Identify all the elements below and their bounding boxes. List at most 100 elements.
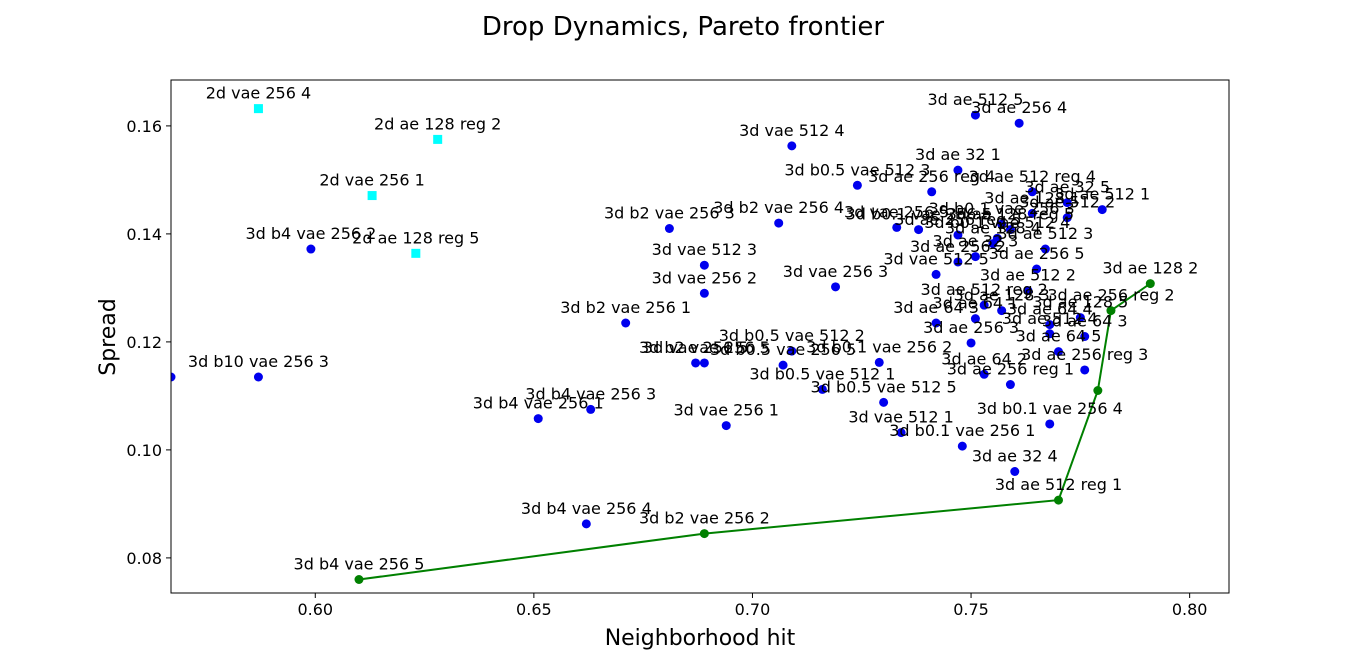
data-point-label: 3d b0.5 vae 512 2 xyxy=(719,326,865,345)
frontier-point xyxy=(1106,306,1116,316)
data-point-label: 3d ae 256 2 xyxy=(910,237,1006,256)
frontier-point xyxy=(1145,279,1155,289)
data-point xyxy=(1010,467,1020,476)
data-point xyxy=(664,224,674,233)
data-point xyxy=(979,369,989,379)
frontier-point-label: 3d ae 128 2 xyxy=(1102,259,1198,278)
data-point xyxy=(966,338,976,348)
frontier-point-label: 3d b2 vae 256 2 xyxy=(639,509,770,528)
data-point-label: 3d ae 256 reg 4 xyxy=(868,167,995,186)
x-tick-label: 0.60 xyxy=(297,600,333,619)
data-point xyxy=(1080,332,1090,341)
data-point xyxy=(699,358,709,368)
data-point-label: 3d ae 32 5 xyxy=(1024,178,1110,197)
data-point-label: 3d ae 512 3 xyxy=(997,224,1093,243)
plot-area xyxy=(171,104,1155,584)
data-point xyxy=(1097,205,1107,215)
data-point-label: 2d ae 128 reg 2 xyxy=(374,114,501,133)
y-tick-label: 0.08 xyxy=(126,549,162,568)
data-point xyxy=(1053,347,1063,357)
point-labels: 2d vae 256 4 2d ae 128 reg 2 2d vae 256 1 2… xyxy=(188,84,1198,574)
data-point xyxy=(691,358,701,368)
data-point xyxy=(253,372,263,382)
y-tick-label: 0.14 xyxy=(126,225,162,244)
data-point-label: 2d vae 256 4 xyxy=(206,84,311,103)
data-point xyxy=(1045,320,1055,330)
data-point xyxy=(699,260,709,270)
data-point xyxy=(988,239,998,249)
data-point xyxy=(1040,244,1050,254)
data-point xyxy=(171,372,176,382)
data-point-label: 3d ae 128 reg 5 xyxy=(947,205,1074,224)
data-point xyxy=(970,252,980,262)
data-point-label: 3d ae 256 reg 5 xyxy=(894,210,1021,229)
data-point xyxy=(979,300,989,310)
data-point xyxy=(774,218,784,228)
frontier-point-label: 3d b4 vae 256 5 xyxy=(294,555,425,574)
data-point-label: 3d ae 128 1 xyxy=(984,188,1080,207)
data-point xyxy=(1032,264,1042,274)
pareto-frontier-line xyxy=(358,282,1151,581)
x-tick-label: 0.80 xyxy=(1172,600,1208,619)
data-point-label: 3d ae 512 5 xyxy=(927,90,1023,109)
data-point-label: 3d ae 32 3 xyxy=(933,232,1019,251)
data-point xyxy=(787,141,797,151)
data-point xyxy=(914,225,924,235)
frontier-point-label: 3d ae 256 reg 2 xyxy=(1047,286,1174,305)
data-point xyxy=(892,222,902,232)
data-point xyxy=(306,244,316,254)
data-point-label: 2d vae 256 1 xyxy=(319,171,424,190)
data-point-label: 3d b0.5 vae 256 5 xyxy=(710,340,856,359)
plot-frame xyxy=(170,79,1230,594)
data-point-label: 3d b0.1 vae 256 2 xyxy=(806,337,952,356)
data-point-label: 3d vae 256 5 xyxy=(643,338,748,357)
data-point xyxy=(931,269,941,279)
data-point-label: 3d b0.1 vae 256 5 xyxy=(846,205,992,224)
x-tick-label: 0.70 xyxy=(735,600,771,619)
data-point-square xyxy=(367,191,377,201)
data-point-label: 3d b0.1 vae 256 1 xyxy=(889,421,1035,440)
data-point xyxy=(953,257,963,267)
data-point-label: 3d vae 256 1 xyxy=(674,401,779,420)
data-point xyxy=(879,397,889,407)
data-point-label: 3d ae 64 4 xyxy=(1007,300,1093,319)
data-point-label: 3d b10 vae 256 3 xyxy=(188,352,329,371)
data-point xyxy=(970,314,980,324)
x-tick-label: 0.75 xyxy=(953,600,989,619)
data-point xyxy=(1045,329,1055,339)
data-point xyxy=(1005,225,1015,235)
frontier-point xyxy=(699,529,709,539)
frontier-point xyxy=(1053,495,1063,505)
data-point-label: 3d ae 128 4 xyxy=(945,219,1041,238)
y-tick-label: 0.10 xyxy=(126,441,162,460)
data-point xyxy=(953,230,963,240)
data-point xyxy=(931,318,941,328)
data-point-label: 3d vae 256 5 xyxy=(844,202,949,221)
data-point-square xyxy=(433,134,443,144)
data-point xyxy=(1062,198,1072,208)
data-point xyxy=(1005,380,1015,390)
data-point-label: 3d ae 64 3 xyxy=(1042,312,1128,331)
data-point xyxy=(533,414,543,424)
data-point-square xyxy=(411,248,421,258)
x-axis-label: Neighborhood hit xyxy=(605,626,796,651)
y-tick-label: 0.16 xyxy=(126,117,162,136)
data-point-label: 3d ae 256 reg 1 xyxy=(947,360,1074,379)
data-point xyxy=(1045,419,1055,429)
data-point-label: 3d vae 512 4 xyxy=(739,121,844,140)
data-point-label: 3d ae 256 5 xyxy=(989,244,1085,263)
data-point-square xyxy=(253,104,263,114)
data-point xyxy=(953,165,963,175)
data-point xyxy=(586,404,596,414)
data-point-label: 3d vae 256 2 xyxy=(652,268,757,287)
data-point-label: 3d vae 512 5 xyxy=(883,249,988,268)
data-point xyxy=(1027,208,1037,218)
data-point xyxy=(874,357,884,367)
data-point xyxy=(817,384,827,394)
data-point-label: 3d b2 vae 256 3 xyxy=(604,204,735,223)
data-point-label: 3d b0.1 vae 512 4 xyxy=(924,213,1070,232)
data-point-label: 3d ae 256 4 xyxy=(971,98,1067,117)
data-point-label: 3d b2 vae 256 4 xyxy=(713,198,844,217)
data-point xyxy=(997,306,1007,316)
